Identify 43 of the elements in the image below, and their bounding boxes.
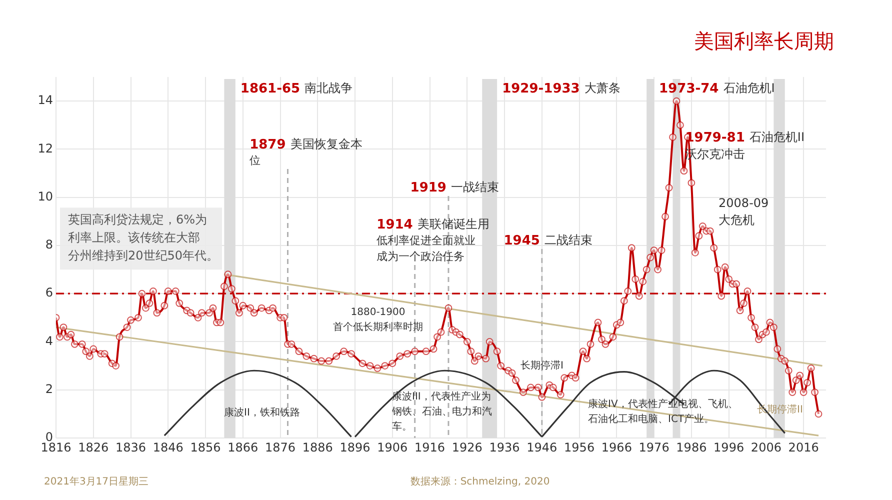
x-tick-label: 2006 — [750, 440, 782, 454]
source-note: 数据来源：Schmelzing, 2020 — [410, 476, 550, 488]
y-tick-label: 12 — [38, 141, 53, 156]
chart-title: 美国利率长周期 — [694, 28, 834, 55]
x-tick-label: 1976 — [638, 440, 670, 454]
x-tick-label: 1846 — [152, 440, 184, 454]
x-tick-label: 1866 — [228, 440, 258, 454]
x-tick-label: 1896 — [340, 440, 370, 454]
y-tick-label: 4 — [45, 334, 53, 348]
x-tick-label: 1936 — [489, 440, 520, 454]
x-tick-label: 1836 — [115, 440, 146, 454]
x-tick-label: 1856 — [190, 440, 221, 454]
x-tick-label: 1966 — [601, 440, 632, 454]
x-tick-label: 1986 — [676, 440, 707, 454]
ref-line-label: 1919 一战结束 — [410, 180, 499, 196]
x-tick-label: 1946 — [526, 440, 558, 454]
x-tick-label: 1816 — [40, 440, 72, 454]
x-tick-label: 1956 — [564, 440, 595, 454]
x-tick-label: 1916 — [414, 440, 446, 454]
y-tick-label: 10 — [38, 189, 53, 204]
x-tick-label: 1886 — [302, 440, 333, 454]
band-label: 1929-1933 大萧条 — [502, 81, 620, 96]
text: 1879 美国恢复金本位 — [250, 137, 362, 167]
x-tick-label: 1926 — [452, 440, 482, 454]
x-tick-label: 1876 — [265, 440, 296, 454]
y-tick-label: 14 — [38, 93, 53, 108]
annotation: 1880-1900 首个低长期利率时期 — [333, 307, 423, 334]
ref-line-label: 1945 二战结束 — [504, 233, 592, 248]
x-tick-label: 1906 — [377, 440, 408, 454]
annotation: 长期停滞I — [520, 359, 564, 372]
x-tick-label: 2016 — [788, 440, 819, 454]
band-label: 1973-74 石油危机I — [659, 81, 775, 96]
annotation: 康波II，铁和铁路 — [224, 406, 300, 419]
x-tick-label: 1826 — [78, 440, 109, 454]
x-tick-label: 1996 — [714, 440, 744, 454]
y-tick-label: 2 — [45, 382, 53, 396]
text: 2021年3月17日星期三 — [44, 476, 149, 488]
y-tick-label: 8 — [45, 238, 53, 252]
y-tick-label: 6 — [45, 286, 53, 300]
band-label: 2008-09 大危机 — [718, 196, 769, 228]
ref-line-label: 英国高利贷法规定，6%为利率上限。该传统在大部分州维持到20世纪50年代。 — [68, 212, 219, 263]
ref-line-label: 1914 美联储诞生用低利率促进全面就业成为一个政治任务 — [376, 217, 490, 263]
band-label: 1861-65 南北战争 — [240, 81, 353, 96]
